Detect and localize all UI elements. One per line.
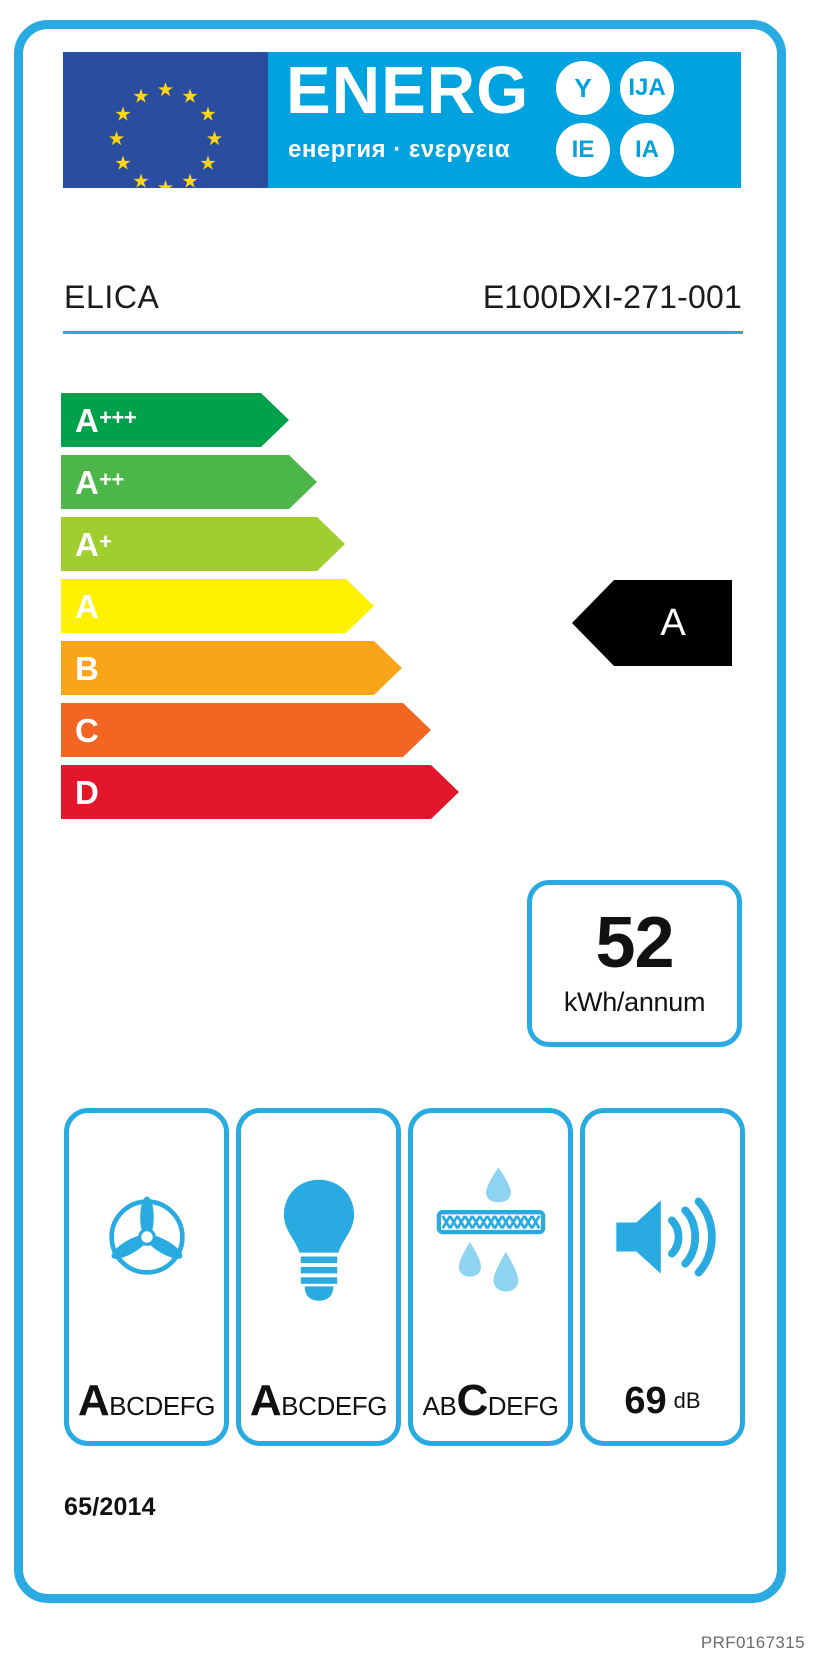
class-arrow-label: C bbox=[75, 711, 100, 749]
panel-grease-filtering-efficiency: ABCDEFG bbox=[408, 1108, 573, 1446]
class-arrow-label: A+++ bbox=[75, 401, 137, 439]
class-arrow-suffix: +++ bbox=[99, 404, 137, 430]
label-header: ENERG енергия · ενεργεια Y IJA IE IA bbox=[63, 52, 741, 188]
energ-subtitle: енергия · ενεργεια bbox=[288, 136, 511, 163]
class-arrow: B bbox=[61, 641, 402, 695]
class-arrow: A++ bbox=[61, 455, 317, 509]
energ-wordmark: ENERG bbox=[286, 53, 530, 128]
performance-panels: ABCDEFG ABCDEFG bbox=[64, 1108, 745, 1446]
scale-before: AB bbox=[422, 1391, 457, 1422]
energy-class-scale: A+++ A++ A+ A B C D bbox=[61, 393, 481, 827]
scale-row-Aplus: A+ bbox=[61, 517, 481, 571]
annual-consumption-value: 52 bbox=[595, 903, 674, 984]
scale-row-A: A bbox=[61, 579, 481, 633]
class-arrow: D bbox=[61, 765, 459, 819]
class-arrow-body: B bbox=[61, 641, 374, 695]
class-arrow-label: D bbox=[75, 773, 100, 811]
class-arrow: A bbox=[61, 579, 374, 633]
fluid-dynamic-class-scale: ABCDEFG bbox=[69, 1361, 224, 1441]
class-arrow-tip bbox=[317, 517, 345, 571]
class-arrow: C bbox=[61, 703, 431, 757]
annual-consumption-box: 52 kWh/annum bbox=[527, 880, 742, 1047]
class-arrow-tip bbox=[403, 703, 431, 757]
energ-wordmark-block: ENERG енергия · ενεργεια Y IJA IE IA bbox=[268, 52, 741, 188]
language-badge-ie: IE bbox=[556, 123, 610, 177]
class-arrow-label: B bbox=[75, 649, 100, 687]
scale-highlight: A bbox=[77, 1376, 110, 1426]
noise-unit: dB bbox=[673, 1388, 701, 1414]
watermark-id: PRF0167315 bbox=[700, 1633, 805, 1652]
speaker-icon bbox=[585, 1113, 740, 1361]
class-arrow-suffix: + bbox=[99, 528, 112, 554]
class-arrow-body: A bbox=[61, 579, 346, 633]
marker-arrow-tip bbox=[572, 580, 614, 666]
scale-highlight: C bbox=[456, 1376, 488, 1426]
regulation-reference: 65/2014 bbox=[64, 1493, 156, 1521]
class-arrow-tip bbox=[431, 765, 459, 819]
class-arrow-tip bbox=[374, 641, 402, 695]
panel-fluid-dynamic-efficiency: ABCDEFG bbox=[64, 1108, 229, 1446]
scale-row-Aplusplusplus: A+++ bbox=[61, 393, 481, 447]
scale-highlight: A bbox=[249, 1376, 282, 1426]
scale-after: BCDEFG bbox=[281, 1391, 388, 1422]
class-arrow-body: C bbox=[61, 703, 403, 757]
annual-consumption-unit: kWh/annum bbox=[563, 986, 706, 1017]
scale-row-Aplusplus: A++ bbox=[61, 455, 481, 509]
class-arrow-body: A+++ bbox=[61, 393, 261, 447]
language-badge-y: Y bbox=[556, 61, 610, 115]
class-arrow-tip bbox=[346, 579, 374, 633]
eu-flag-icon bbox=[63, 52, 268, 188]
language-badge-ija: IJA bbox=[620, 61, 674, 115]
class-arrow-tip bbox=[261, 393, 289, 447]
label-frame: ENERG енергия · ενεργεια Y IJA IE IA ELI… bbox=[14, 20, 786, 1603]
eu-stars-icon bbox=[109, 82, 222, 188]
class-arrow-label: A bbox=[75, 587, 100, 625]
grease-class-scale: ABCDEFG bbox=[413, 1361, 568, 1441]
class-arrow-tip bbox=[289, 455, 317, 509]
scale-row-C: C bbox=[61, 703, 481, 757]
language-badge-ia: IA bbox=[620, 123, 674, 177]
scale-row-D: D bbox=[61, 765, 481, 819]
panel-lighting-efficiency: ABCDEFG bbox=[236, 1108, 401, 1446]
class-arrow-body: A+ bbox=[61, 517, 317, 571]
brand-name: ELICA bbox=[64, 279, 160, 315]
header-divider bbox=[63, 331, 743, 334]
class-arrow-body: A++ bbox=[61, 455, 289, 509]
lightbulb-icon bbox=[241, 1113, 396, 1361]
panel-noise-emission: 69 dB bbox=[580, 1108, 745, 1446]
class-arrow-suffix: ++ bbox=[99, 466, 124, 492]
marker-body: A bbox=[614, 580, 732, 666]
class-arrow-label: A+ bbox=[75, 525, 112, 563]
fan-icon bbox=[69, 1113, 224, 1361]
class-arrow: A+++ bbox=[61, 393, 289, 447]
achieved-class-marker: A bbox=[572, 580, 732, 666]
class-arrow-label: A++ bbox=[75, 463, 124, 501]
scale-after: DEFG bbox=[487, 1391, 559, 1422]
grease-filter-icon bbox=[413, 1113, 568, 1361]
class-arrow: A+ bbox=[61, 517, 345, 571]
achieved-class-label: A bbox=[660, 602, 686, 644]
noise-number: 69 bbox=[624, 1379, 667, 1422]
class-arrow-body: D bbox=[61, 765, 431, 819]
noise-emission-value: 69 dB bbox=[585, 1361, 740, 1441]
model-identifier: E100DXI-271-001 bbox=[482, 279, 742, 315]
lighting-class-scale: ABCDEFG bbox=[241, 1361, 396, 1441]
scale-after: BCDEFG bbox=[109, 1391, 216, 1422]
scale-row-B: B bbox=[61, 641, 481, 695]
